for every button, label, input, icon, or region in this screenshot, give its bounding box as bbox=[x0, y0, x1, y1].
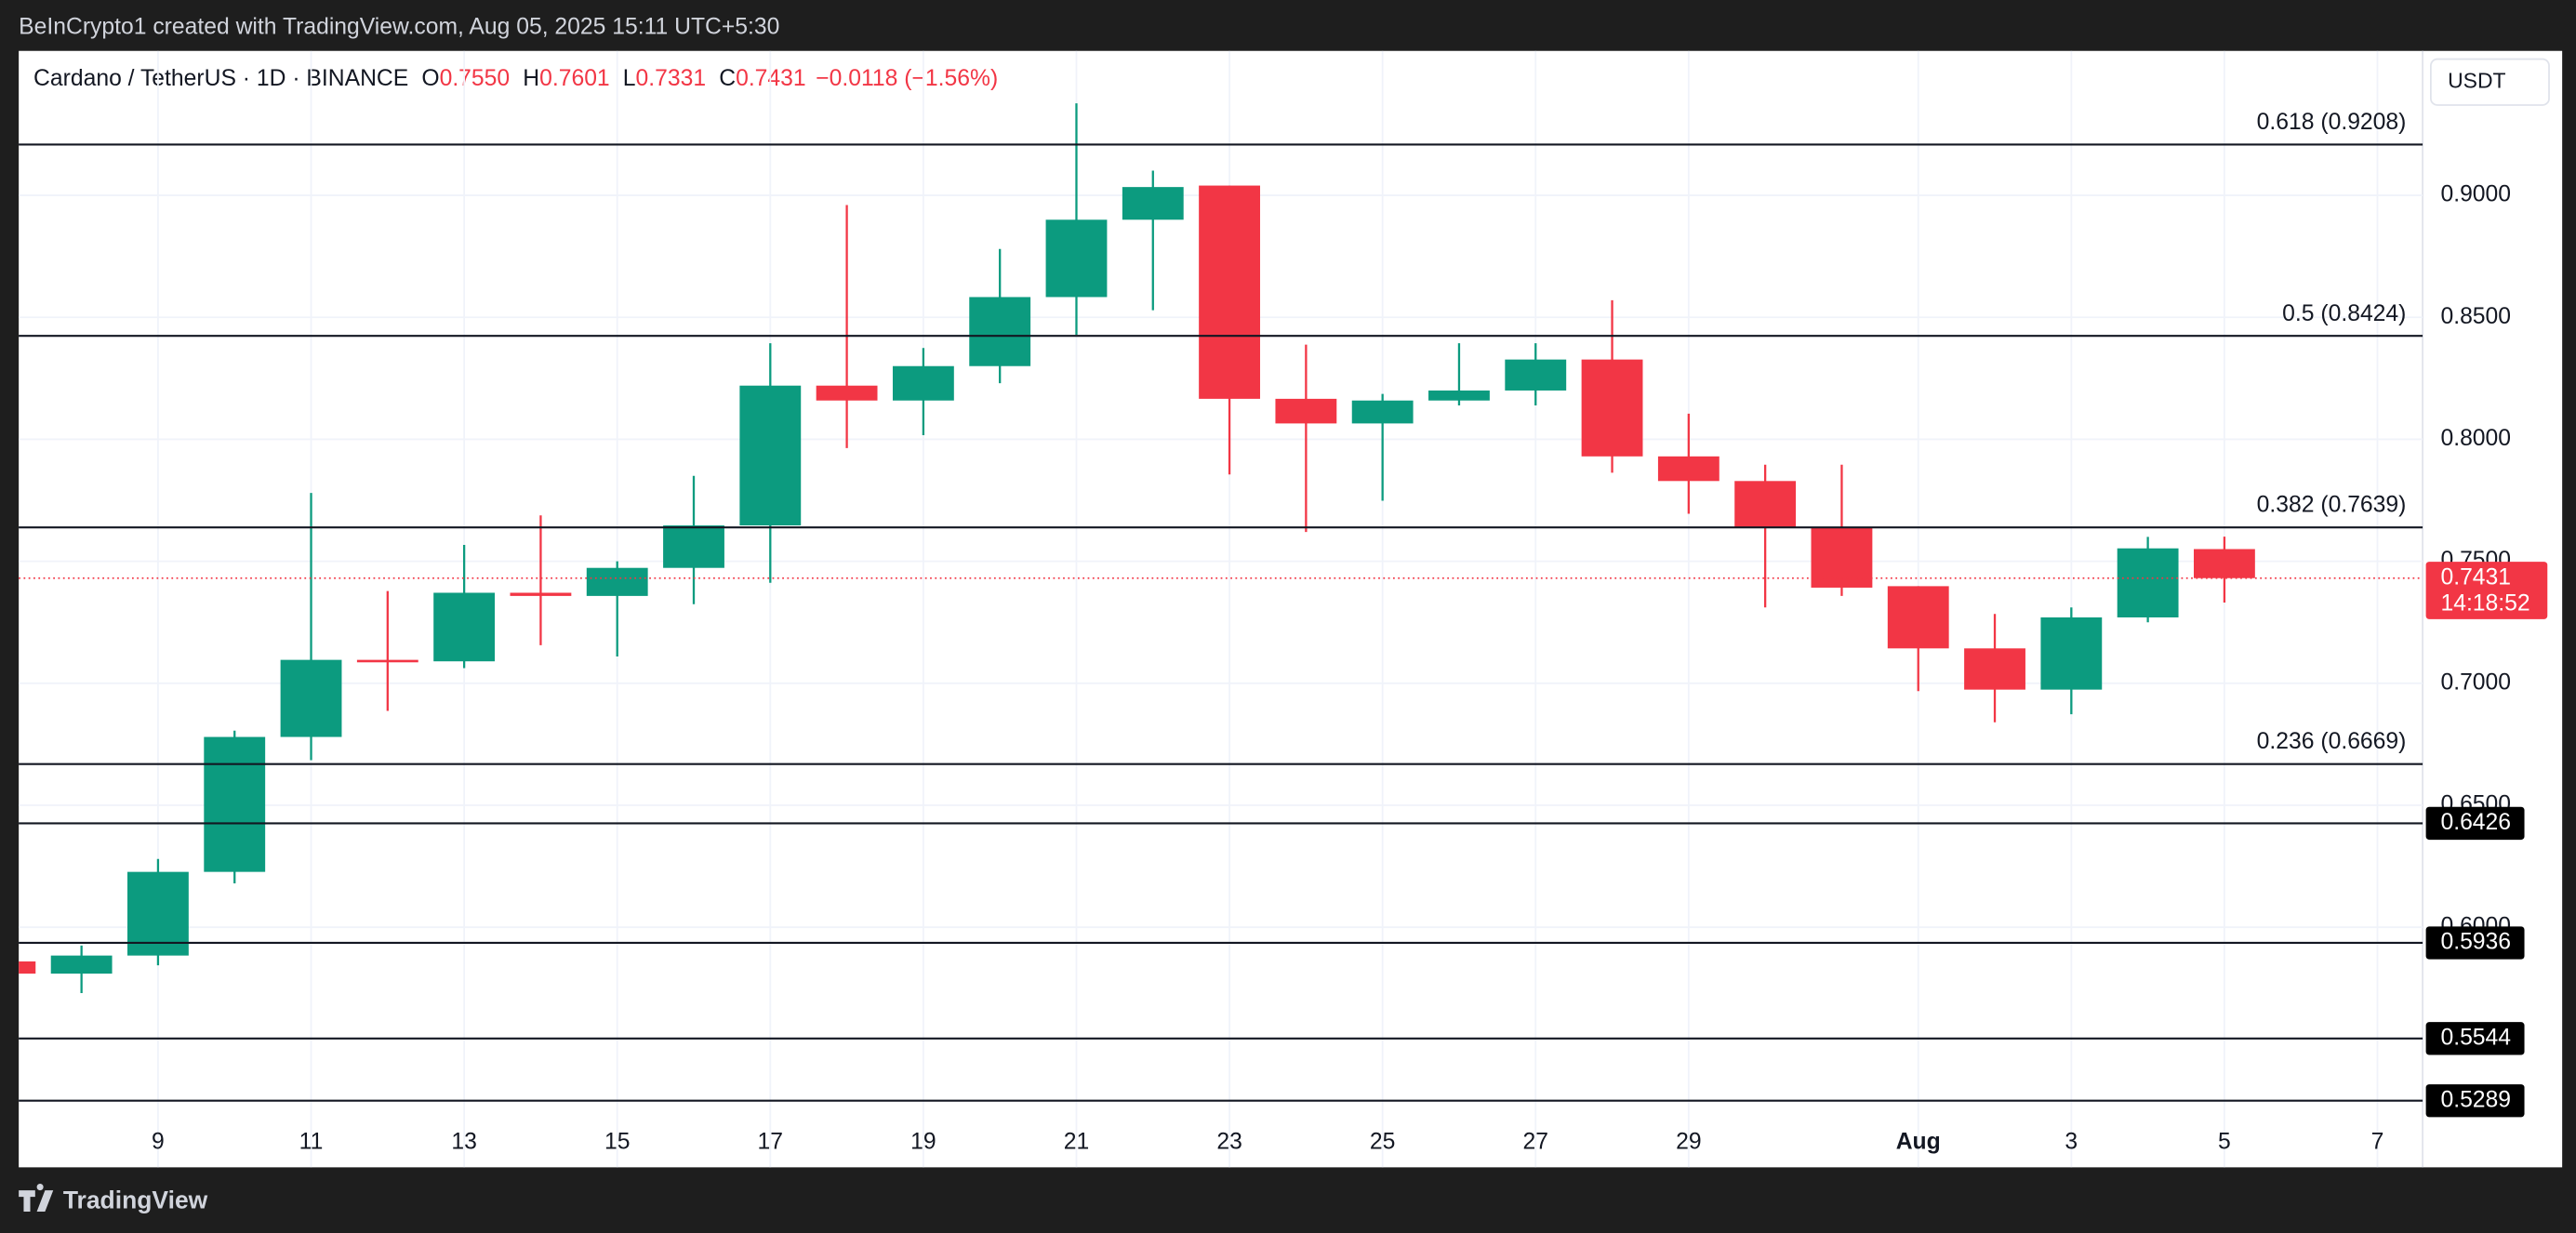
ohlc-key: C bbox=[719, 65, 736, 90]
symbol: Cardano / TetherUS · 1D · BINANCE bbox=[33, 65, 408, 90]
x-tick-label: 3 bbox=[2065, 1129, 2078, 1154]
candle-body bbox=[1122, 187, 1184, 220]
x-tick-label: 27 bbox=[1523, 1129, 1548, 1154]
candle-body bbox=[127, 871, 189, 956]
last-price-tag bbox=[2425, 562, 2548, 619]
currency-box[interactable] bbox=[2430, 58, 2550, 106]
candle-body bbox=[1428, 390, 1490, 401]
y-tick-label: 0.9000 bbox=[2440, 182, 2511, 207]
ohlc-key: O bbox=[421, 65, 439, 90]
level-label: 0.5289 bbox=[2440, 1087, 2511, 1112]
level-tag bbox=[2425, 806, 2525, 841]
y-tick-label: 0.8500 bbox=[2440, 304, 2511, 329]
logo-mark bbox=[19, 1184, 54, 1213]
x-tick-label: Aug bbox=[1896, 1129, 1941, 1154]
candle-body bbox=[2193, 549, 2255, 578]
x-tick-label: 9 bbox=[152, 1129, 165, 1154]
x-tick-label: 19 bbox=[910, 1129, 936, 1154]
logo-text: TradingView bbox=[63, 1186, 208, 1213]
symbol-legend: Cardano / TetherUS · 1D · BINANCE O0.7550… bbox=[33, 65, 998, 90]
candle-body bbox=[816, 385, 878, 401]
x-tick-label: 7 bbox=[2371, 1129, 2384, 1154]
tv-logo: TradingView bbox=[19, 1184, 208, 1213]
candle-body bbox=[1275, 398, 1337, 424]
candle-body bbox=[1581, 359, 1643, 457]
ohlc-key: L bbox=[623, 65, 636, 90]
fib-label: 0.236 (0.6669) bbox=[2257, 729, 2407, 754]
candle-body bbox=[1657, 456, 1720, 482]
candle-body bbox=[1505, 359, 1567, 391]
y-tick-label: 0.8000 bbox=[2440, 426, 2511, 451]
attribution: BeInCrypto1 created with TradingView.com… bbox=[19, 15, 779, 40]
candle-body bbox=[1199, 185, 1260, 399]
ohlc-value: 0.7601 bbox=[539, 65, 610, 90]
fib-label: 0.5 (0.8424) bbox=[2282, 301, 2406, 326]
candle-body bbox=[1887, 586, 1949, 649]
countdown: 14:18:52 bbox=[2440, 591, 2530, 616]
candle-body bbox=[356, 659, 418, 663]
candle-body bbox=[1964, 648, 2025, 690]
fib-label: 0.382 (0.7639) bbox=[2257, 493, 2407, 518]
candle-body bbox=[586, 567, 648, 596]
candle-body bbox=[739, 385, 802, 526]
level-label: 0.5936 bbox=[2440, 930, 2511, 955]
candle-body bbox=[663, 525, 724, 568]
fib-label: 0.618 (0.9208) bbox=[2257, 110, 2407, 135]
currency[interactable]: USDT bbox=[2448, 68, 2505, 92]
x-tick-label: 17 bbox=[758, 1129, 783, 1154]
change: −0.0118 (−1.56%) bbox=[816, 65, 998, 90]
y-tick-label: 0.7000 bbox=[2440, 670, 2511, 695]
candle-body bbox=[19, 961, 36, 974]
candle-body bbox=[2117, 548, 2179, 617]
level-tag bbox=[2425, 1022, 2525, 1055]
level-tag bbox=[2425, 1084, 2525, 1118]
x-tick-label: 23 bbox=[1216, 1129, 1242, 1154]
x-tick-label: 29 bbox=[1676, 1129, 1701, 1154]
ohlc-key: H bbox=[523, 65, 539, 90]
candle-body bbox=[50, 955, 113, 974]
ohlc-value: 0.7331 bbox=[636, 65, 707, 90]
ohlc-value: 0.7550 bbox=[440, 65, 511, 90]
x-tick-label: 13 bbox=[451, 1129, 476, 1154]
x-tick-label: 5 bbox=[2218, 1129, 2231, 1154]
candle-body bbox=[892, 365, 954, 401]
candle-body bbox=[969, 297, 1031, 366]
price-axis: 0.60000.65000.70000.75000.80000.85000.90… bbox=[2425, 182, 2548, 1118]
candle-body bbox=[2040, 616, 2103, 690]
candle-body bbox=[280, 659, 342, 737]
candle-body bbox=[204, 736, 266, 872]
candle-body bbox=[1351, 400, 1414, 424]
x-tick-label: 25 bbox=[1370, 1129, 1395, 1154]
candle-body bbox=[433, 592, 496, 662]
level-label: 0.6426 bbox=[2440, 810, 2511, 835]
chart-area bbox=[19, 50, 2563, 1168]
x-tick-label: 11 bbox=[299, 1129, 324, 1154]
candle-body bbox=[1045, 219, 1108, 298]
candle-body bbox=[1734, 481, 1797, 527]
level-tag bbox=[2425, 926, 2525, 960]
x-tick-label: 15 bbox=[604, 1129, 630, 1154]
candle-body bbox=[510, 592, 572, 596]
last-price-label: 0.7431 bbox=[2440, 564, 2511, 590]
level-label: 0.5544 bbox=[2440, 1025, 2511, 1050]
x-tick-label: 21 bbox=[1064, 1129, 1089, 1154]
